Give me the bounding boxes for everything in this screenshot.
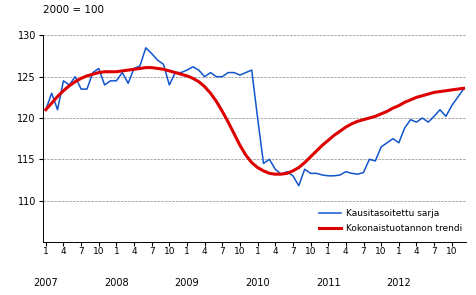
- Kokonaistuotannon trendi: [319, 143, 325, 147]
- Text: 2009: 2009: [175, 278, 199, 288]
- Kokonaistuotannon trendi: [461, 86, 466, 90]
- Kausitasoitettu sarja: [296, 184, 302, 188]
- Text: 2000 = 100: 2000 = 100: [43, 5, 104, 15]
- Text: 2007: 2007: [33, 278, 58, 288]
- Text: 2011: 2011: [316, 278, 340, 288]
- Kausitasoitettu sarja: [43, 108, 49, 112]
- Line: Kokonaistuotannon trendi: Kokonaistuotannon trendi: [46, 68, 464, 174]
- Legend: Kausitasoitettu sarja, Kokonaistuotannon trendi: Kausitasoitettu sarja, Kokonaistuotannon…: [318, 209, 462, 233]
- Kokonaistuotannon trendi: [143, 66, 149, 69]
- Kausitasoitettu sarja: [461, 87, 466, 91]
- Text: 2010: 2010: [245, 278, 270, 288]
- Kokonaistuotannon trendi: [102, 70, 108, 73]
- Kausitasoitettu sarja: [284, 170, 290, 173]
- Kokonaistuotannon trendi: [437, 90, 443, 93]
- Kokonaistuotannon trendi: [290, 169, 296, 173]
- Kausitasoitettu sarja: [143, 46, 149, 50]
- Kokonaistuotannon trendi: [190, 77, 196, 80]
- Kausitasoitettu sarja: [102, 83, 108, 87]
- Text: 2012: 2012: [387, 278, 411, 288]
- Kausitasoitettu sarja: [337, 173, 343, 177]
- Line: Kausitasoitettu sarja: Kausitasoitettu sarja: [46, 48, 464, 186]
- Kokonaistuotannon trendi: [337, 130, 343, 133]
- Kokonaistuotannon trendi: [272, 172, 278, 176]
- Kausitasoitettu sarja: [319, 173, 325, 177]
- Kausitasoitettu sarja: [190, 65, 196, 68]
- Kausitasoitettu sarja: [437, 108, 443, 112]
- Kokonaistuotannon trendi: [43, 108, 49, 112]
- Text: 2008: 2008: [104, 278, 129, 288]
